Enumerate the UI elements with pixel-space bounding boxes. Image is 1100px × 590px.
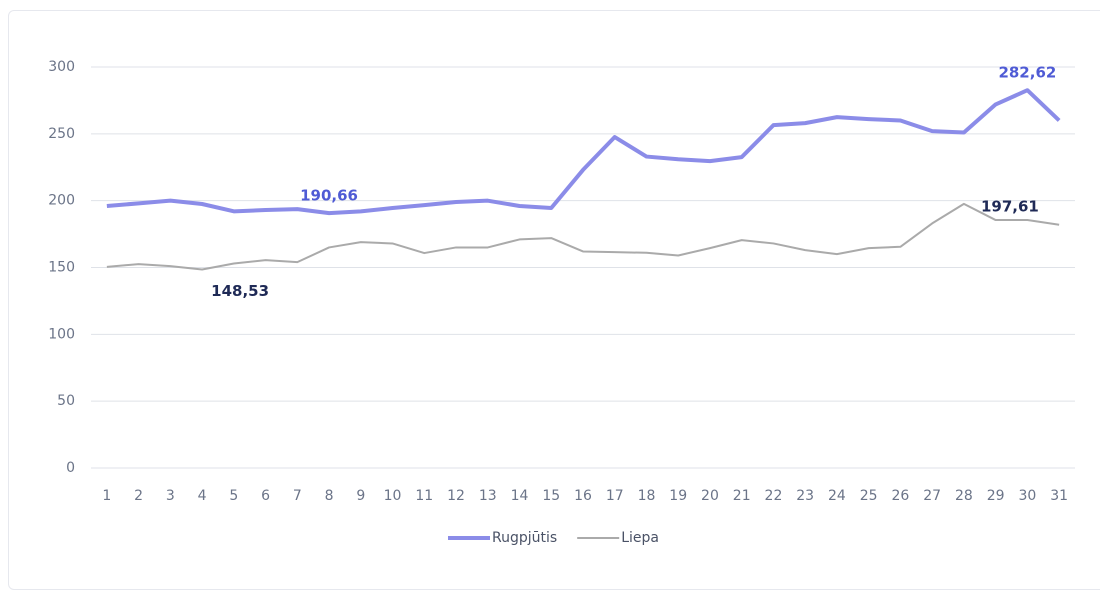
y-tick-label: 0: [66, 460, 75, 476]
x-tick-label: 3: [166, 488, 175, 504]
data-label: 282,62: [998, 64, 1056, 82]
line-series: [106, 202, 1060, 271]
x-tick-label: 23: [796, 488, 814, 504]
x-tick-label: 6: [261, 488, 270, 504]
x-tick-label: 25: [860, 488, 878, 504]
data-label: 190,66: [300, 187, 358, 205]
x-tick-label: 29: [987, 488, 1005, 504]
x-tick-label: 24: [828, 488, 846, 504]
y-tick-label: 200: [48, 193, 75, 209]
y-tick-label: 300: [48, 59, 75, 75]
x-tick-label: 1: [102, 488, 111, 504]
x-tick-label: 13: [479, 488, 497, 504]
y-tick-label: 50: [57, 393, 75, 409]
x-tick-label: 7: [293, 488, 302, 504]
data-label: 197,61: [981, 197, 1039, 215]
x-tick-label: 17: [606, 488, 624, 504]
x-tick-label: 9: [356, 488, 365, 504]
legend-label: Rugpjūtis: [492, 530, 557, 546]
x-tick-label: 30: [1018, 488, 1036, 504]
data-label: 148,53: [211, 282, 269, 300]
x-tick-label: 16: [574, 488, 592, 504]
x-tick-label: 14: [511, 488, 529, 504]
x-tick-label: 22: [765, 488, 783, 504]
x-tick-label: 10: [384, 488, 402, 504]
y-tick-label: 250: [48, 126, 75, 142]
x-tick-label: 12: [447, 488, 465, 504]
x-tick-label: 5: [229, 488, 238, 504]
legend-label: Liepa: [621, 530, 659, 546]
x-tick-label: 2: [134, 488, 143, 504]
y-tick-label: 150: [48, 260, 75, 276]
x-tick-label: 27: [923, 488, 941, 504]
x-tick-label: 15: [542, 488, 560, 504]
x-tick-label: 21: [733, 488, 751, 504]
x-tick-label: 28: [955, 488, 973, 504]
x-tick-label: 31: [1050, 488, 1068, 504]
x-tick-label: 18: [638, 488, 656, 504]
y-tick-label: 100: [48, 326, 75, 342]
line-series: [106, 88, 1061, 216]
x-tick-label: 26: [892, 488, 910, 504]
x-tick-label: 19: [669, 488, 687, 504]
x-tick-label: 11: [415, 488, 433, 504]
x-tick-label: 8: [325, 488, 334, 504]
x-tick-label: 4: [198, 488, 207, 504]
x-tick-label: 20: [701, 488, 719, 504]
